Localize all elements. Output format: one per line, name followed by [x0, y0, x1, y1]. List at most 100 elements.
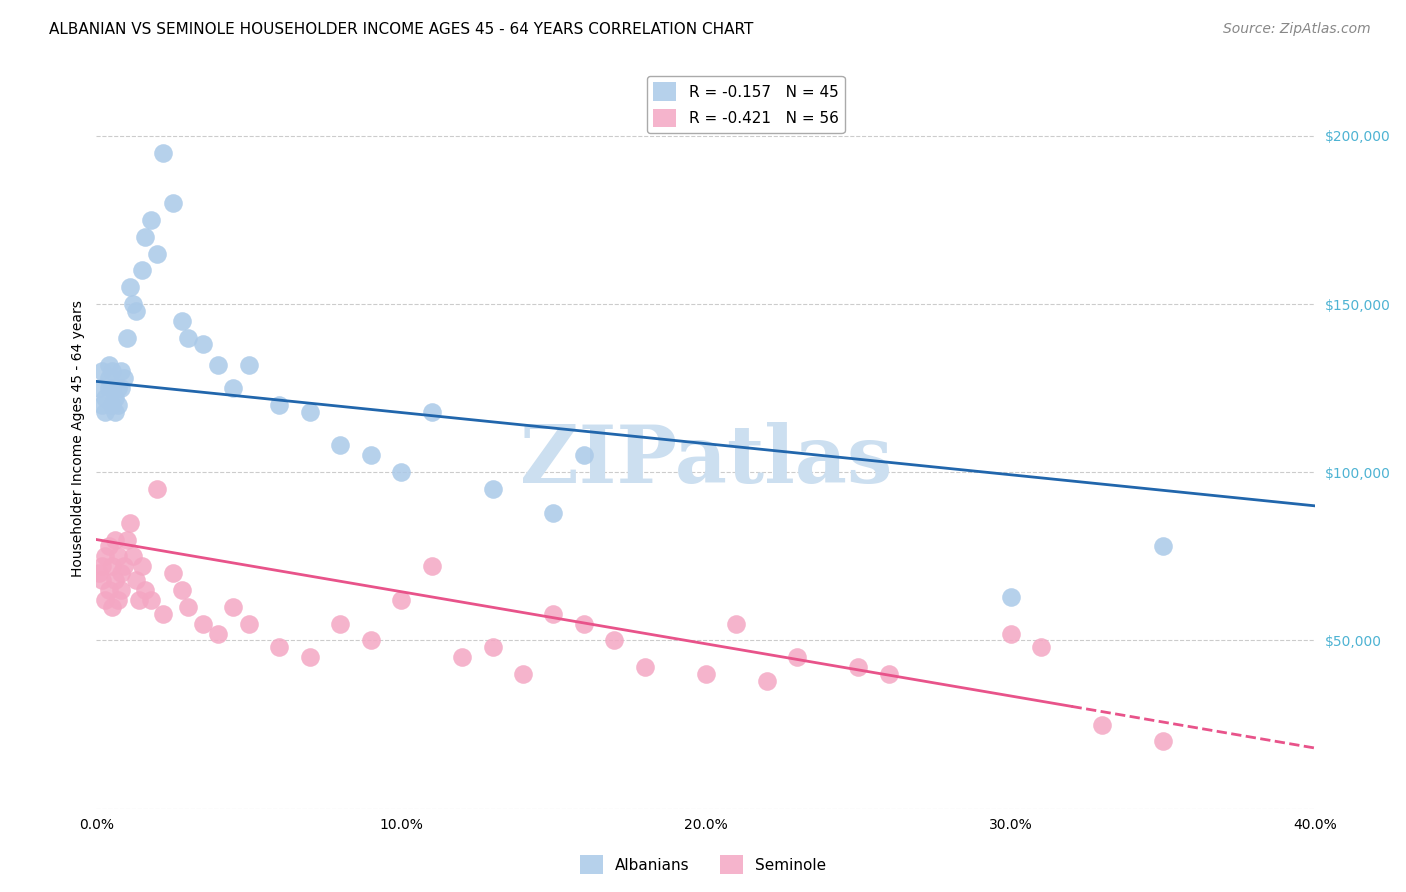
Point: [104, 405, 127, 419]
Point: [110, 582, 132, 597]
Point: [222, 381, 245, 395]
Point: [131, 263, 153, 277]
Point: [141, 593, 163, 607]
Point: [110, 364, 132, 378]
Point: [298, 405, 321, 419]
Point: [420, 405, 443, 419]
Point: [122, 549, 145, 564]
Point: [110, 566, 132, 581]
Point: [125, 573, 148, 587]
Point: [134, 229, 156, 244]
Point: [118, 516, 141, 530]
Legend: Albanians, Seminole: Albanians, Seminole: [574, 849, 832, 880]
Point: [360, 449, 382, 463]
Point: [100, 398, 122, 412]
Point: [389, 593, 412, 607]
Point: [786, 650, 808, 665]
Point: [269, 398, 291, 412]
Point: [298, 650, 321, 665]
Point: [131, 559, 153, 574]
Point: [125, 303, 148, 318]
Point: [97, 381, 120, 395]
Point: [112, 559, 135, 574]
Text: ALBANIAN VS SEMINOLE HOUSEHOLDER INCOME AGES 45 - 64 YEARS CORRELATION CHART: ALBANIAN VS SEMINOLE HOUSEHOLDER INCOME …: [49, 22, 754, 37]
Point: [91, 573, 114, 587]
Point: [222, 599, 245, 614]
Point: [162, 196, 184, 211]
Point: [91, 559, 114, 574]
Point: [97, 358, 120, 372]
Point: [1091, 717, 1114, 731]
Point: [94, 405, 117, 419]
Point: [104, 391, 127, 405]
Point: [360, 633, 382, 648]
Point: [695, 667, 717, 681]
Point: [170, 314, 193, 328]
Point: [97, 539, 120, 553]
Point: [191, 616, 214, 631]
Point: [1152, 539, 1174, 553]
Point: [1000, 590, 1022, 604]
Point: [755, 673, 778, 688]
Point: [543, 607, 565, 621]
Point: [91, 398, 114, 412]
Point: [107, 398, 129, 412]
Point: [1152, 734, 1174, 748]
Legend: R = -0.157   N = 45, R = -0.421   N = 56: R = -0.157 N = 45, R = -0.421 N = 56: [647, 76, 845, 133]
Y-axis label: Householder Income Ages 45 - 64 years: Householder Income Ages 45 - 64 years: [72, 301, 86, 577]
Point: [512, 667, 534, 681]
Point: [118, 280, 141, 294]
Point: [481, 640, 503, 655]
Point: [134, 582, 156, 597]
Point: [207, 358, 229, 372]
Point: [89, 381, 111, 395]
Point: [107, 381, 129, 395]
Point: [177, 331, 200, 345]
Point: [146, 246, 169, 260]
Point: [269, 640, 291, 655]
Point: [100, 599, 122, 614]
Point: [572, 616, 595, 631]
Point: [91, 364, 114, 378]
Point: [420, 559, 443, 574]
Point: [141, 213, 163, 227]
Point: [1000, 626, 1022, 640]
Point: [1029, 640, 1052, 655]
Point: [100, 381, 122, 395]
Point: [191, 337, 214, 351]
Point: [238, 358, 260, 372]
Point: [100, 559, 122, 574]
Point: [603, 633, 626, 648]
Point: [104, 533, 127, 547]
Point: [170, 582, 193, 597]
Point: [115, 533, 138, 547]
Point: [104, 573, 127, 587]
Point: [725, 616, 748, 631]
Point: [543, 506, 565, 520]
Point: [110, 381, 132, 395]
Point: [207, 626, 229, 640]
Point: [115, 331, 138, 345]
Point: [94, 593, 117, 607]
Point: [389, 465, 412, 479]
Point: [152, 145, 174, 160]
Point: [128, 593, 150, 607]
Point: [97, 582, 120, 597]
Point: [112, 371, 135, 385]
Point: [572, 449, 595, 463]
Point: [107, 549, 129, 564]
Point: [97, 371, 120, 385]
Point: [162, 566, 184, 581]
Point: [846, 660, 869, 674]
Point: [329, 616, 352, 631]
Point: [100, 364, 122, 378]
Point: [451, 650, 474, 665]
Point: [146, 482, 169, 496]
Point: [107, 593, 129, 607]
Text: Source: ZipAtlas.com: Source: ZipAtlas.com: [1223, 22, 1371, 37]
Point: [238, 616, 260, 631]
Point: [122, 297, 145, 311]
Point: [634, 660, 657, 674]
Point: [94, 549, 117, 564]
Point: [329, 438, 352, 452]
